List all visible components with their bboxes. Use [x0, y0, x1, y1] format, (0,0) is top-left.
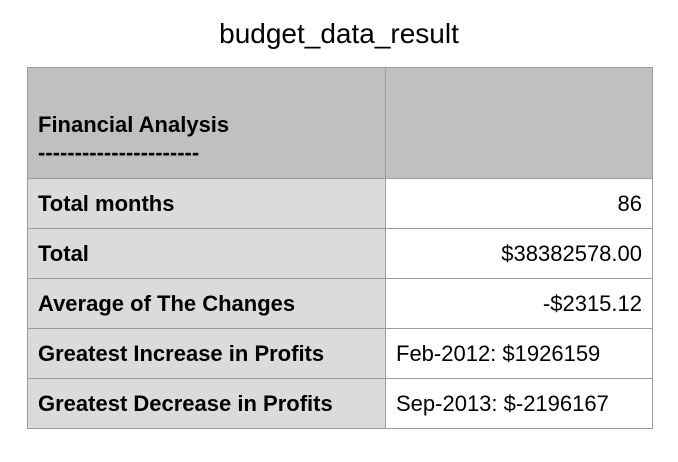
- table-row: Average of The Changes -$2315.12: [27, 278, 653, 329]
- header-separator: ----------------------: [38, 140, 200, 165]
- row-value-total-months[interactable]: 86: [385, 178, 653, 229]
- header-cell-label[interactable]: Financial Analysis ---------------------…: [27, 67, 386, 179]
- table-row: Total $38382578.00: [27, 228, 653, 279]
- results-table: Financial Analysis ---------------------…: [27, 67, 653, 429]
- row-value-greatest-decrease[interactable]: Sep-2013: $-2196167: [385, 378, 653, 429]
- table-row: Greatest Increase in Profits Feb-2012: $…: [27, 328, 653, 379]
- row-label-average-change[interactable]: Average of The Changes: [27, 278, 386, 329]
- table-row: Greatest Decrease in Profits Sep-2013: $…: [27, 378, 653, 429]
- row-label-greatest-decrease[interactable]: Greatest Decrease in Profits: [27, 378, 386, 429]
- row-label-total-months[interactable]: Total months: [27, 178, 386, 229]
- row-value-total[interactable]: $38382578.00: [385, 228, 653, 279]
- row-label-greatest-increase[interactable]: Greatest Increase in Profits: [27, 328, 386, 379]
- row-label-total[interactable]: Total: [27, 228, 386, 279]
- header-heading: Financial Analysis: [38, 112, 230, 137]
- sheet-title: budget_data_result: [219, 18, 459, 49]
- table-row: Total months 86: [27, 178, 653, 229]
- header-row: Financial Analysis ---------------------…: [27, 67, 653, 179]
- header-cell-value[interactable]: [385, 67, 653, 179]
- row-value-average-change[interactable]: -$2315.12: [385, 278, 653, 329]
- row-value-greatest-increase[interactable]: Feb-2012: $1926159: [385, 328, 653, 379]
